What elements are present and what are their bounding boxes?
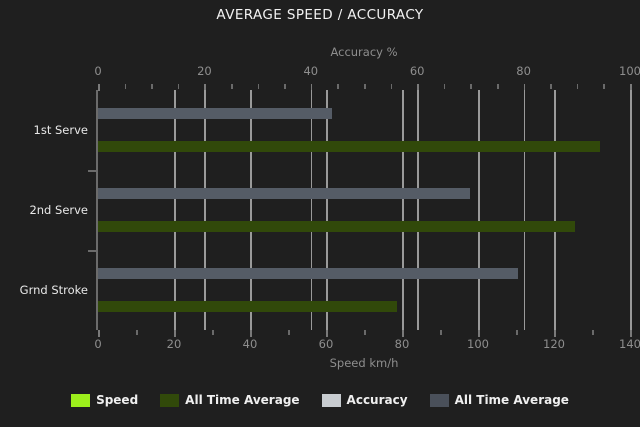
speed-axis-tick-label-20: 20 [166, 337, 182, 351]
speed-axis-tick-70 [364, 330, 366, 335]
accuracy-axis-tick-label-40: 40 [303, 64, 319, 78]
chart-legend: Speed All Time Average Accuracy All Time Av… [0, 393, 640, 407]
legend-label-3: All Time Average [454, 393, 569, 407]
plot-area [98, 90, 632, 330]
legend-item-1[interactable]: All Time Average [160, 393, 300, 407]
speed-axis-tick-40 [250, 330, 252, 337]
speed-axis-tick-10 [136, 330, 138, 335]
accuracy-axis-tick-95 [603, 84, 605, 89]
accuracy-axis-tick-label-80: 80 [516, 64, 531, 78]
speed-axis-tick-label-60: 60 [318, 337, 334, 351]
speed-axis-tick-100 [478, 330, 480, 337]
gridline-accuracy-60 [417, 90, 419, 330]
speed-axis-tick-30 [212, 330, 214, 335]
speed-axis-tick-130 [592, 330, 594, 335]
speed-axis-tick-110 [516, 330, 518, 335]
accuracy-axis-tick-50 [364, 84, 366, 89]
legend-swatch-2 [321, 393, 341, 407]
speed-axis-tick-label-140: 140 [619, 337, 640, 351]
speed-axis-tick-20 [174, 330, 176, 337]
category-label-1st-serve: 1st Serve [33, 123, 88, 137]
category-label-grnd-stroke: Grnd Stroke [19, 283, 88, 297]
gridline-speed-20 [174, 90, 176, 330]
accuracy-axis-tick-100 [630, 84, 632, 91]
accuracy-axis-tick-60 [417, 84, 419, 91]
bar-accuracy-1st-serve [98, 108, 333, 119]
accuracy-axis-tick-55 [390, 84, 393, 89]
speed-axis-tick-60 [326, 330, 328, 337]
category-axis-spine [96, 90, 98, 330]
gridline-accuracy-40 [310, 90, 313, 330]
category-label-2nd-serve: 2nd Serve [29, 203, 88, 217]
gridline-speed-140 [630, 90, 632, 330]
legend-swatch-1 [160, 393, 180, 407]
legend-swatch-0 [71, 393, 91, 407]
speed-axis-tick-0 [98, 330, 100, 337]
accuracy-axis-tick-30 [257, 84, 260, 89]
accuracy-axis-tick-40 [310, 84, 313, 91]
speed-axis-tick-50 [288, 330, 290, 335]
category-axis-labels: 1st Serve 2nd Serve Grnd Stroke [0, 90, 88, 330]
accuracy-axis-tick-75 [497, 84, 499, 89]
accuracy-axis-tick-85 [550, 84, 552, 89]
gridline-speed-80 [402, 90, 404, 330]
top-axis-title: Accuracy % [330, 45, 398, 59]
legend-label-2: Accuracy [346, 393, 408, 407]
bar-speed-grnd-stroke [98, 301, 398, 312]
accuracy-axis-tick-label-100: 100 [619, 64, 640, 78]
bar-accuracy-2nd-serve [98, 188, 471, 199]
category-tick-1 [88, 170, 97, 172]
accuracy-axis-tick-5 [124, 84, 127, 89]
accuracy-axis-tick-45 [337, 84, 339, 89]
bar-accuracy-grnd-stroke [98, 268, 519, 279]
accuracy-axis-tick-65 [443, 84, 446, 89]
gridline-speed-60 [326, 90, 328, 330]
gridline-speed-120 [554, 90, 556, 330]
accuracy-axis-tick-25 [231, 84, 233, 89]
speed-axis-tick-label-40: 40 [242, 337, 258, 351]
bar-speed-1st-serve [98, 141, 600, 152]
accuracy-axis-tick-10 [151, 84, 153, 89]
accuracy-axis-tick-35 [284, 84, 286, 89]
bottom-axis-title: Speed km/h [329, 356, 399, 370]
accuracy-axis-tick-70 [470, 84, 472, 89]
speed-axis-tick-label-120: 120 [543, 337, 565, 351]
speed-axis-tick-80 [402, 330, 404, 337]
speed-axis-tick-label-100: 100 [467, 337, 489, 351]
gridline-speed-40 [250, 90, 252, 330]
legend-label-1: All Time Average [185, 393, 300, 407]
speed-axis-tick-label-0: 0 [94, 337, 102, 351]
accuracy-axis-tick-15 [177, 84, 180, 89]
speed-axis-tick-90 [440, 330, 442, 335]
legend-item-3[interactable]: All Time Average [429, 393, 569, 407]
accuracy-axis-tick-label-60: 60 [409, 64, 425, 78]
accuracy-axis-tick-label-20: 20 [197, 64, 212, 78]
chart-title: AVERAGE SPEED / ACCURACY [216, 7, 424, 23]
speed-axis-tick-label-80: 80 [394, 337, 410, 351]
legend-item-0[interactable]: Speed [71, 393, 138, 407]
legend-label-0: Speed [96, 393, 139, 407]
accuracy-axis-tick-20 [204, 84, 206, 91]
category-tick-2 [88, 250, 97, 252]
bar-speed-2nd-serve [98, 221, 575, 232]
gridline-accuracy-20 [204, 90, 206, 330]
gridline-speed-100 [478, 90, 480, 330]
speed-axis-tick-140 [630, 330, 632, 337]
gridline-accuracy-80 [523, 90, 526, 330]
accuracy-axis-tick-label-0: 0 [94, 64, 102, 78]
accuracy-axis-tick-80 [523, 84, 526, 91]
speed-axis-tick-120 [554, 330, 556, 337]
accuracy-axis-tick-90 [576, 84, 579, 89]
legend-item-2[interactable]: Accuracy [321, 393, 408, 407]
accuracy-axis-tick-0 [98, 84, 100, 91]
legend-swatch-3 [429, 393, 449, 407]
